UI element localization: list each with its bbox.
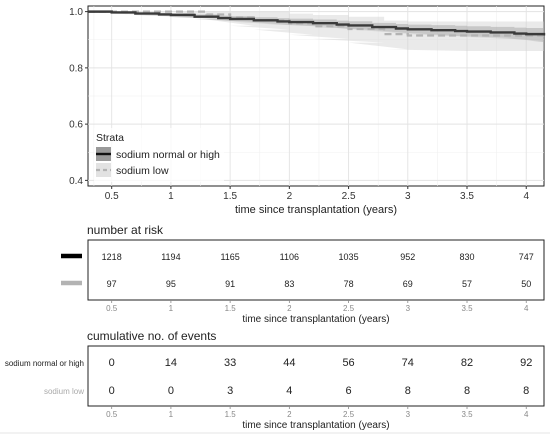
y-tick-label: 0.4 xyxy=(69,176,83,187)
table-x-tick-label: 1.5 xyxy=(225,304,237,313)
table-cell: 0 xyxy=(109,385,115,397)
x-tick-label: 2 xyxy=(287,191,293,202)
table-x-tick-label: 1 xyxy=(169,304,174,313)
table-cell: 57 xyxy=(462,279,472,289)
table-cell: 92 xyxy=(520,357,532,369)
table-cell: 1165 xyxy=(220,252,239,262)
table-x-tick-label: 3.5 xyxy=(461,304,473,313)
x-axis-title: time since transplantation (years) xyxy=(235,204,397,216)
legend-label-sodium-normal-or-high: sodium normal or high xyxy=(116,149,220,161)
table-x-tick-label: 4 xyxy=(524,304,529,313)
events-row-label-sodium-normal-or-high: sodium normal or high xyxy=(5,359,84,368)
events-row-label-sodium-low: sodium low xyxy=(44,387,84,396)
x-tick-label: 1.5 xyxy=(223,191,237,202)
table-x-tick-label: 0.5 xyxy=(106,304,118,313)
table-cell: 33 xyxy=(224,357,236,369)
table-cell: 8 xyxy=(464,385,470,397)
table-cell: 82 xyxy=(461,357,473,369)
table-cell: 14 xyxy=(165,357,177,369)
table-cell: 1106 xyxy=(280,252,299,262)
table-x-axis-title: time since transplantation (years) xyxy=(242,314,389,325)
table-title: number at risk xyxy=(87,223,164,237)
table-cell: 95 xyxy=(166,279,176,289)
table-cell: 1035 xyxy=(339,252,359,262)
table-cell: 1218 xyxy=(102,252,122,262)
x-tick-label: 1 xyxy=(168,191,174,202)
curve-sodium-normal-or-high xyxy=(88,10,546,36)
x-tick-label: 3.5 xyxy=(460,191,474,202)
table-panel xyxy=(87,345,545,407)
y-tick-label: 0.6 xyxy=(69,120,83,131)
legend-box xyxy=(94,128,224,182)
ci-band-sodium-low xyxy=(88,11,544,51)
x-tick-label: 3 xyxy=(405,191,411,202)
table-cell: 74 xyxy=(402,357,414,369)
table-cell: 91 xyxy=(225,279,235,289)
table-cell: 8 xyxy=(405,385,411,397)
table-cell: 4 xyxy=(286,385,292,397)
table-cell: 3 xyxy=(227,385,233,397)
table-panel xyxy=(87,239,545,301)
table-x-axis-title: time since transplantation (years) xyxy=(242,420,389,431)
table-x-tick-label: 2 xyxy=(287,410,292,419)
table-cell: 1194 xyxy=(161,252,180,262)
table-cell: 50 xyxy=(521,279,531,289)
table-x-tick-label: 3.5 xyxy=(461,410,473,419)
table-x-tick-label: 0.5 xyxy=(106,410,118,419)
legend-title: Strata xyxy=(96,132,124,144)
table-cell: 6 xyxy=(346,385,352,397)
y-tick-label: 1.0 xyxy=(69,7,83,18)
table-cell: 44 xyxy=(283,357,295,369)
table-x-tick-label: 1.5 xyxy=(225,410,237,419)
table-cell: 8 xyxy=(523,385,529,397)
table-cell: 69 xyxy=(403,279,413,289)
table-x-tick-label: 2.5 xyxy=(343,410,355,419)
table-x-tick-label: 2.5 xyxy=(343,304,355,313)
table-x-tick-label: 4 xyxy=(524,410,529,419)
table-cell: 830 xyxy=(459,252,474,262)
table-cell: 0 xyxy=(109,357,115,369)
table-cell: 83 xyxy=(284,279,294,289)
x-tick-label: 2.5 xyxy=(342,191,356,202)
table-x-tick-label: 1 xyxy=(169,410,174,419)
x-tick-label: 4 xyxy=(523,191,529,202)
table-cell: 78 xyxy=(344,279,354,289)
table-cell: 56 xyxy=(342,357,354,369)
table-cell: 0 xyxy=(168,385,174,397)
table-x-tick-label: 3 xyxy=(406,410,411,419)
table-title: cumulative no. of events xyxy=(87,329,216,343)
table-x-tick-label: 3 xyxy=(406,304,411,313)
y-tick-label: 0.8 xyxy=(69,63,83,74)
table-cell: 747 xyxy=(519,252,534,262)
x-tick-label: 0.5 xyxy=(105,191,119,202)
table-cell: 97 xyxy=(107,279,117,289)
legend-label-sodium-low: sodium low xyxy=(116,165,169,177)
table-x-tick-label: 2 xyxy=(287,304,292,313)
table-cell: 952 xyxy=(400,252,415,262)
